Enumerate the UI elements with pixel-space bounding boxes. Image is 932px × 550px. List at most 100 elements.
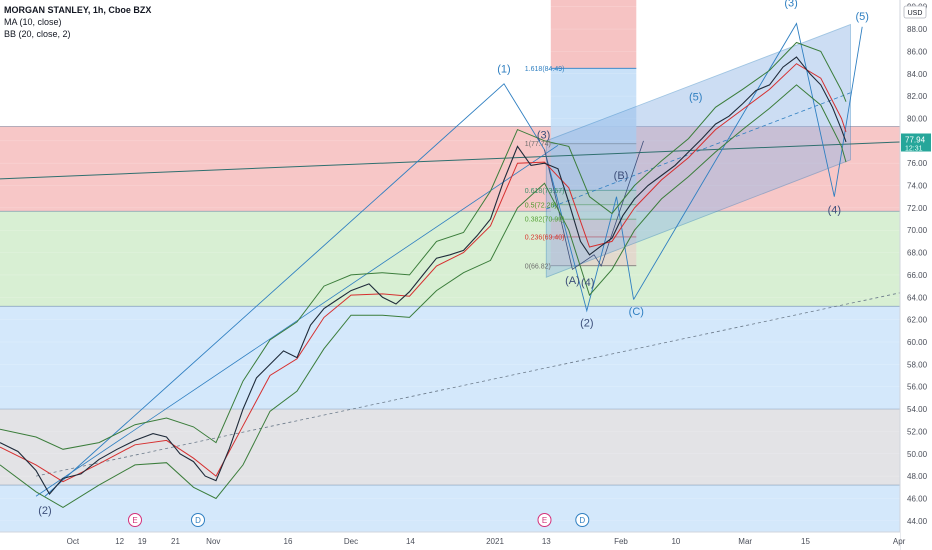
price-tick-label: 74.00 [907,182,928,191]
wave-label-1: (2) [38,505,51,517]
price-grid [0,6,900,522]
zone-band-1 [0,211,900,307]
event-marker-1[interactable] [191,513,205,527]
time-tick-label: 16 [284,537,293,546]
zone-band-0 [0,126,900,212]
price-series-group [0,41,847,508]
time-tick-label: 19 [138,537,147,546]
time-tick-label: 12 [115,537,124,546]
time-tick-label: Mar [738,537,752,546]
channel-midline[interactable] [546,92,851,210]
trend-lines[interactable] [0,141,901,497]
zone-band-2 [0,306,900,410]
price-axis[interactable]: 44.00 46.00 48.00 50.00 52.00 54.00 56.00 58.00… [899,0,932,550]
wave-label-10: (4) [828,204,841,216]
price-tick-label: 72.00 [907,204,928,213]
price-tick-label: 64.00 [907,293,928,302]
time-axis-background [0,532,900,550]
time-tick-label: Nov [206,537,220,546]
zone-band-4 [0,485,900,532]
price-axis-background [900,0,932,550]
bar-countdown: 12:31 [905,145,923,152]
fibonacci-labels: 1.618(84.49) 1(77.74) 0.618(73.57) 0.5(72.2… [525,66,565,270]
bb-lower-band [0,84,847,508]
wave-label-6: (2) [580,317,593,329]
wave-label-11: (5) [855,11,868,23]
time-tick-label: 14 [406,537,415,546]
bb-upper-band [0,41,847,450]
price-tick-label: 48.00 [907,472,928,481]
fib-label-0: 1.618(84.49) [525,66,565,73]
time-tick-label: 13 [542,537,551,546]
support-resistance-zones [0,125,900,532]
price-tick-label: 44.00 [907,517,928,526]
event-marker-label-0: E [132,516,137,525]
currency-label: USD [908,10,923,17]
price-tick-label: 76.00 [907,159,928,168]
price-tick-label: 54.00 [907,405,928,414]
event-marker-3[interactable] [575,513,590,527]
long-trend-line[interactable] [0,141,901,180]
elliott-wave-labels: (1)(2)(3)(A) (4)(B)(2)(C)(5)(3)(4)(5) [38,0,869,517]
ma-line [0,63,847,483]
price-tick-label: 82.00 [907,92,928,101]
fib-label-5: 0.236(69.40) [525,234,565,241]
currency-button[interactable] [903,5,927,19]
last-price-tag [901,133,931,152]
time-tick-label: Apr [893,537,906,546]
zone-band-3 [0,409,900,486]
wave-label-7: (C) [629,306,644,318]
price-tick-label: 58.00 [907,360,928,369]
price-tick-label: 62.00 [907,316,928,325]
wave-label-9: (3) [784,0,797,10]
fib-band-1 [550,143,637,191]
ma-legend[interactable]: MA (10, close) [4,17,62,27]
wave-label-5: (B) [614,170,629,182]
price-tick-label: 88.00 [907,25,928,34]
trend-channel[interactable] [545,23,851,278]
symbol-title[interactable]: MORGAN STANLEY, 1h, Cboe BZX [4,5,152,15]
price-tick-label: 68.00 [907,249,928,258]
fib-label-3: 0.5(72.28) [525,202,557,209]
price-tick-label: 50.00 [907,450,928,459]
price-tick-label: 70.00 [907,226,928,235]
time-tick-label: 2021 [486,537,504,546]
price-tick-label: 66.00 [907,271,928,280]
event-marker-0[interactable] [128,513,142,527]
fib-label-1: 1(77.74) [525,141,551,148]
sub-wave-path[interactable] [544,140,644,271]
price-tick-label: 46.00 [907,494,928,503]
primary-wave-path[interactable] [44,83,635,497]
price-tick-label: 84.00 [907,70,928,79]
price-tick-label: 86.00 [907,47,928,56]
rising-support-line[interactable] [35,144,559,497]
event-marker-label-3: D [579,516,585,525]
fib-label-2: 0.618(73.57) [525,188,565,195]
price-tick-label: 60.00 [907,338,928,347]
fib-top-zone [550,0,637,69]
time-tick-label: Oct [67,537,80,546]
fib-extension-zone [550,68,637,144]
projected-wave-path[interactable] [633,22,863,300]
wave-label-4: (4) [581,277,594,289]
wave-label-2: (3) [537,130,550,142]
event-marker-2[interactable] [537,513,552,527]
time-axis[interactable]: Oct 12 19 21 Nov 16 Dec 14 2021 13 Feb 10 Mar 15 Apr [0,531,906,550]
event-marker-label-1: D [195,516,201,525]
chart-legend: MORGAN STANLEY, 1h, Cboe BZX MA (10, clo… [4,4,151,40]
price-tick-label: 52.00 [907,427,928,436]
event-marker-label-2: E [542,516,547,525]
bb-legend[interactable]: BB (20, close, 2) [4,29,71,39]
time-tick-label: Feb [614,537,628,546]
price-tick-label: 56.00 [907,383,928,392]
elliott-wave-lines[interactable] [44,22,863,497]
time-tick-label: 10 [671,537,680,546]
time-tick-label: 15 [801,537,810,546]
time-tick-label: Dec [344,537,358,546]
fib-label-6: 0(66.82) [525,263,551,270]
fib-label-4: 0.382(70.99) [525,217,565,224]
wave-label-8: (5) [689,92,702,104]
price-line [0,56,847,495]
